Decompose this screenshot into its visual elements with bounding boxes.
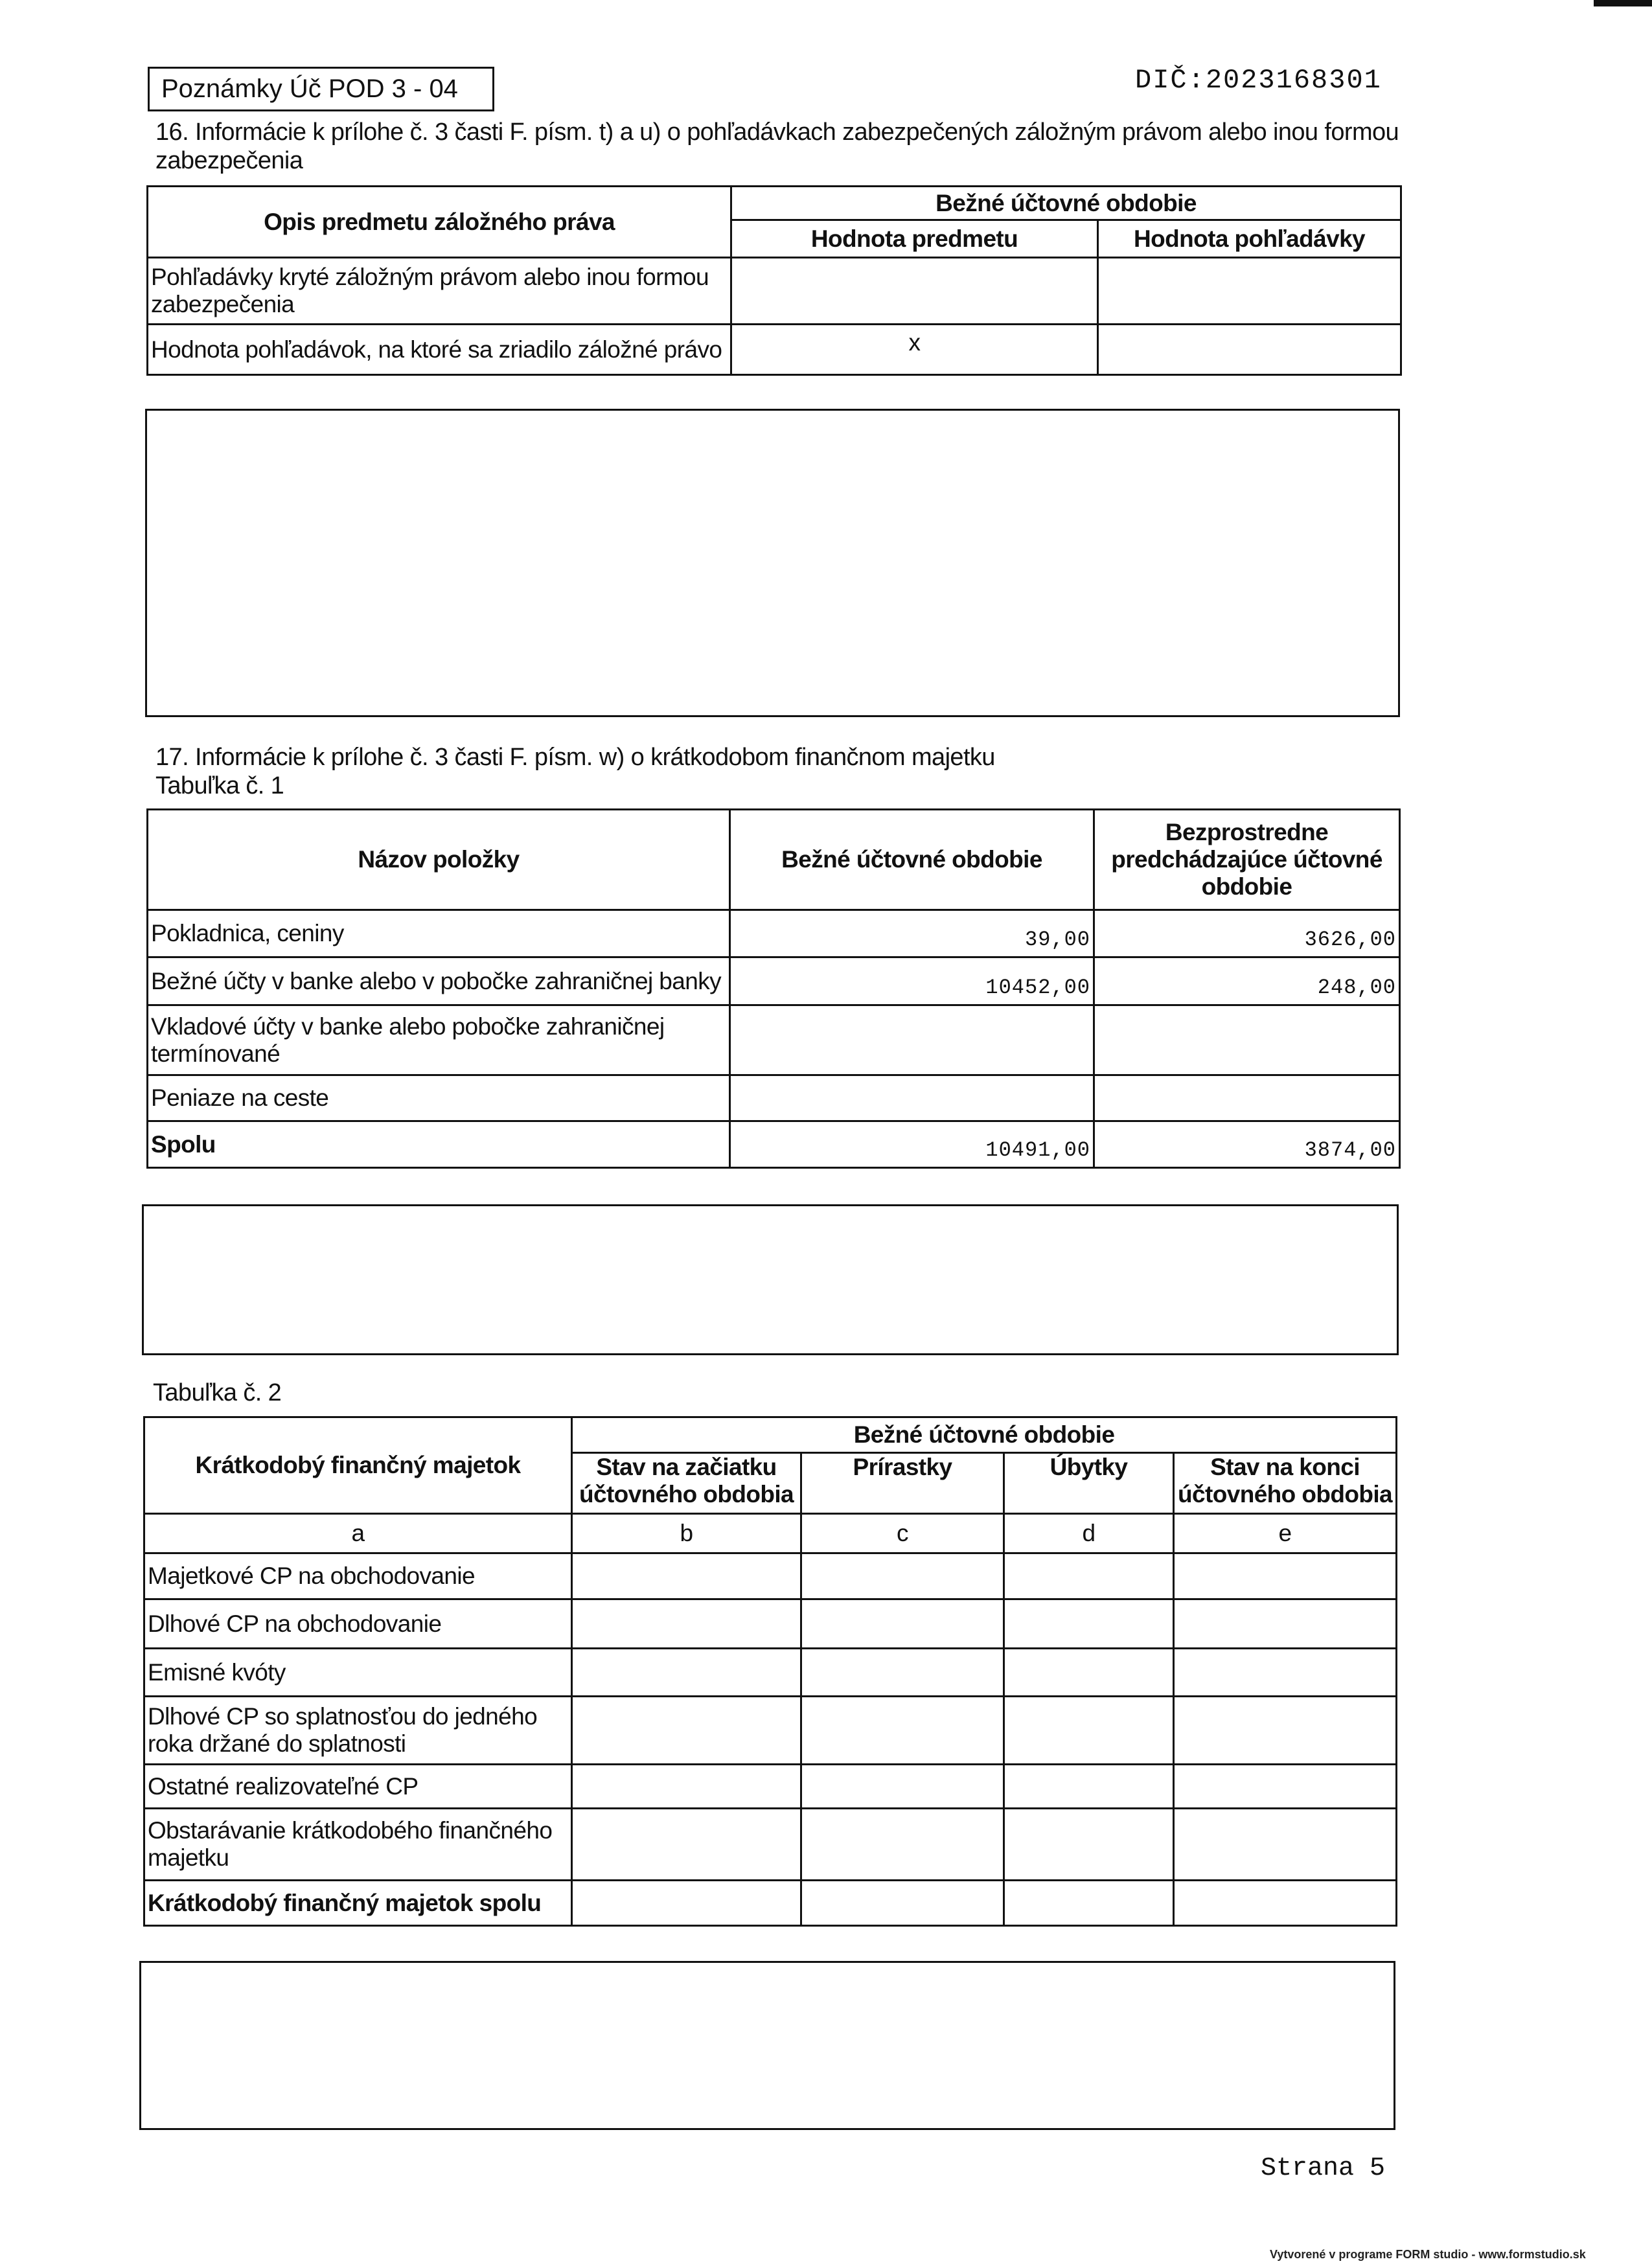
receivable-value xyxy=(1096,257,1403,325)
notes-box-16 xyxy=(145,409,1400,717)
row-label: Pokladnica, ceniny xyxy=(146,909,731,958)
row-label: Ostatné realizovateľné CP xyxy=(143,1763,573,1809)
table-row: Obstarávanie krátkodobého finančného maj… xyxy=(143,1807,1398,1881)
table2-label: Tabuľka č. 2 xyxy=(153,1379,282,1406)
col-receivable-value-header: Hodnota pohľadávky xyxy=(1096,219,1403,258)
current-value: 10491,00 xyxy=(729,1120,1095,1169)
short-term-assets-table-2: Krátkodobý finančný majetok Bežné účtovn… xyxy=(143,1416,1398,1927)
table-row: Peniaze na ceste xyxy=(146,1074,1401,1122)
col-desc-header: Opis predmetu záložného práva xyxy=(146,185,732,258)
letters-row: a b c d e xyxy=(143,1513,1398,1554)
row-label: Majetkové CP na obchodovanie xyxy=(143,1552,573,1600)
notes-box-17-2 xyxy=(139,1961,1395,2130)
table-row: Hodnota pohľadávok, na ktoré sa zriadilo… xyxy=(146,323,1403,376)
receivable-value xyxy=(1096,323,1403,376)
col-letter: d xyxy=(1003,1513,1175,1554)
table-row: Bežné účty v banke alebo v pobočke zahra… xyxy=(146,956,1401,1006)
col-subject-value-header: Hodnota predmetu xyxy=(730,219,1099,258)
col-name-header: Názov položky xyxy=(146,808,731,911)
current-value: 39,00 xyxy=(729,909,1095,958)
col-current-header: Bežné účtovné obdobie xyxy=(729,808,1095,911)
col-letter: c xyxy=(800,1513,1005,1554)
row-label: Dlhové CP na obchodovanie xyxy=(143,1598,573,1649)
table-row: Pokladnica, ceniny 39,00 3626,00 xyxy=(146,909,1401,958)
table-row: Emisné kvóty xyxy=(143,1647,1398,1697)
period-group-header: Bežné účtovné obdobie xyxy=(729,185,1403,221)
previous-value: 3874,00 xyxy=(1093,1120,1401,1169)
current-value xyxy=(729,1074,1095,1122)
previous-value: 3626,00 xyxy=(1093,909,1401,958)
short-term-assets-table-1: Názov položky Bežné účtovné obdobie Bezp… xyxy=(146,808,1401,1169)
page-number: Strana 5 xyxy=(1261,2154,1386,2183)
row-label: Spolu xyxy=(146,1120,731,1169)
row-label: Vkladové účty v banke alebo pobočke zahr… xyxy=(146,1004,731,1076)
previous-value xyxy=(1093,1074,1401,1122)
current-value: 10452,00 xyxy=(729,956,1095,1006)
notes-box-17-1 xyxy=(142,1204,1399,1355)
col-letter: e xyxy=(1172,1513,1398,1554)
row-label: Bežné účty v banke alebo v pobočke zahra… xyxy=(146,956,731,1006)
col-name-header: Krátkodobý finančný majetok xyxy=(143,1416,573,1515)
period-group-header: Bežné účtovné obdobie xyxy=(570,1416,1398,1454)
col-disposals-header: Úbytky xyxy=(1003,1452,1175,1515)
table-row: Vkladové účty v banke alebo pobočke zahr… xyxy=(146,1004,1401,1076)
col-letter: b xyxy=(571,1513,802,1554)
col-start-header: Stav na začiatku účtovného obdobia xyxy=(571,1452,802,1515)
row-label: Emisné kvóty xyxy=(143,1647,573,1697)
table-row: Pohľadávky kryté záložným právom alebo i… xyxy=(146,257,1403,325)
table-row-total: Spolu 10491,00 3874,00 xyxy=(146,1120,1401,1169)
collateral-table: Opis predmetu záložného práva Bežné účto… xyxy=(146,185,1403,376)
scan-mark xyxy=(1594,0,1652,6)
row-label: Krátkodobý finančný majetok spolu xyxy=(143,1879,573,1927)
col-additions-header: Prírastky xyxy=(800,1452,1005,1515)
row-label: Hodnota pohľadávok, na ktoré sa zriadilo… xyxy=(146,323,732,376)
col-end-header: Stav na konci účtovného obdobia xyxy=(1172,1452,1398,1515)
row-label: Peniaze na ceste xyxy=(146,1074,731,1122)
col-previous-header: Bezprostredne predchádzajúce účtovné obd… xyxy=(1093,808,1401,911)
tax-id: DIČ:2023168301 xyxy=(1135,65,1382,96)
table1-label: Tabuľka č. 1 xyxy=(155,772,284,799)
table-row: Dlhové CP na obchodovanie xyxy=(143,1598,1398,1649)
table-row: Ostatné realizovateľné CP xyxy=(143,1763,1398,1809)
row-label: Pohľadávky kryté záložným právom alebo i… xyxy=(146,257,732,325)
table-row: Majetkové CP na obchodovanie xyxy=(143,1552,1398,1600)
form-label: Poznámky Úč POD 3 - 04 xyxy=(148,67,494,111)
section16-title-line2: zabezpečenia xyxy=(155,147,303,174)
table-row-total: Krátkodobý finančný majetok spolu xyxy=(143,1879,1398,1927)
section17-title: 17. Informácie k prílohe č. 3 časti F. p… xyxy=(155,744,995,771)
previous-value: 248,00 xyxy=(1093,956,1401,1006)
previous-value xyxy=(1093,1004,1401,1076)
row-label: Obstarávanie krátkodobého finančného maj… xyxy=(143,1807,573,1881)
current-value xyxy=(729,1004,1095,1076)
col-letter: a xyxy=(143,1513,573,1554)
subject-value: x xyxy=(730,323,1099,376)
section16-title-line1: 16. Informácie k prílohe č. 3 časti F. p… xyxy=(155,119,1399,146)
row-label: Dlhové CP so splatnosťou do jedného roka… xyxy=(143,1695,573,1765)
table-row: Dlhové CP so splatnosťou do jedného roka… xyxy=(143,1695,1398,1765)
generator-note: Vytvorené v programe FORM studio - www.f… xyxy=(1270,2248,1586,2261)
subject-value xyxy=(730,257,1099,325)
